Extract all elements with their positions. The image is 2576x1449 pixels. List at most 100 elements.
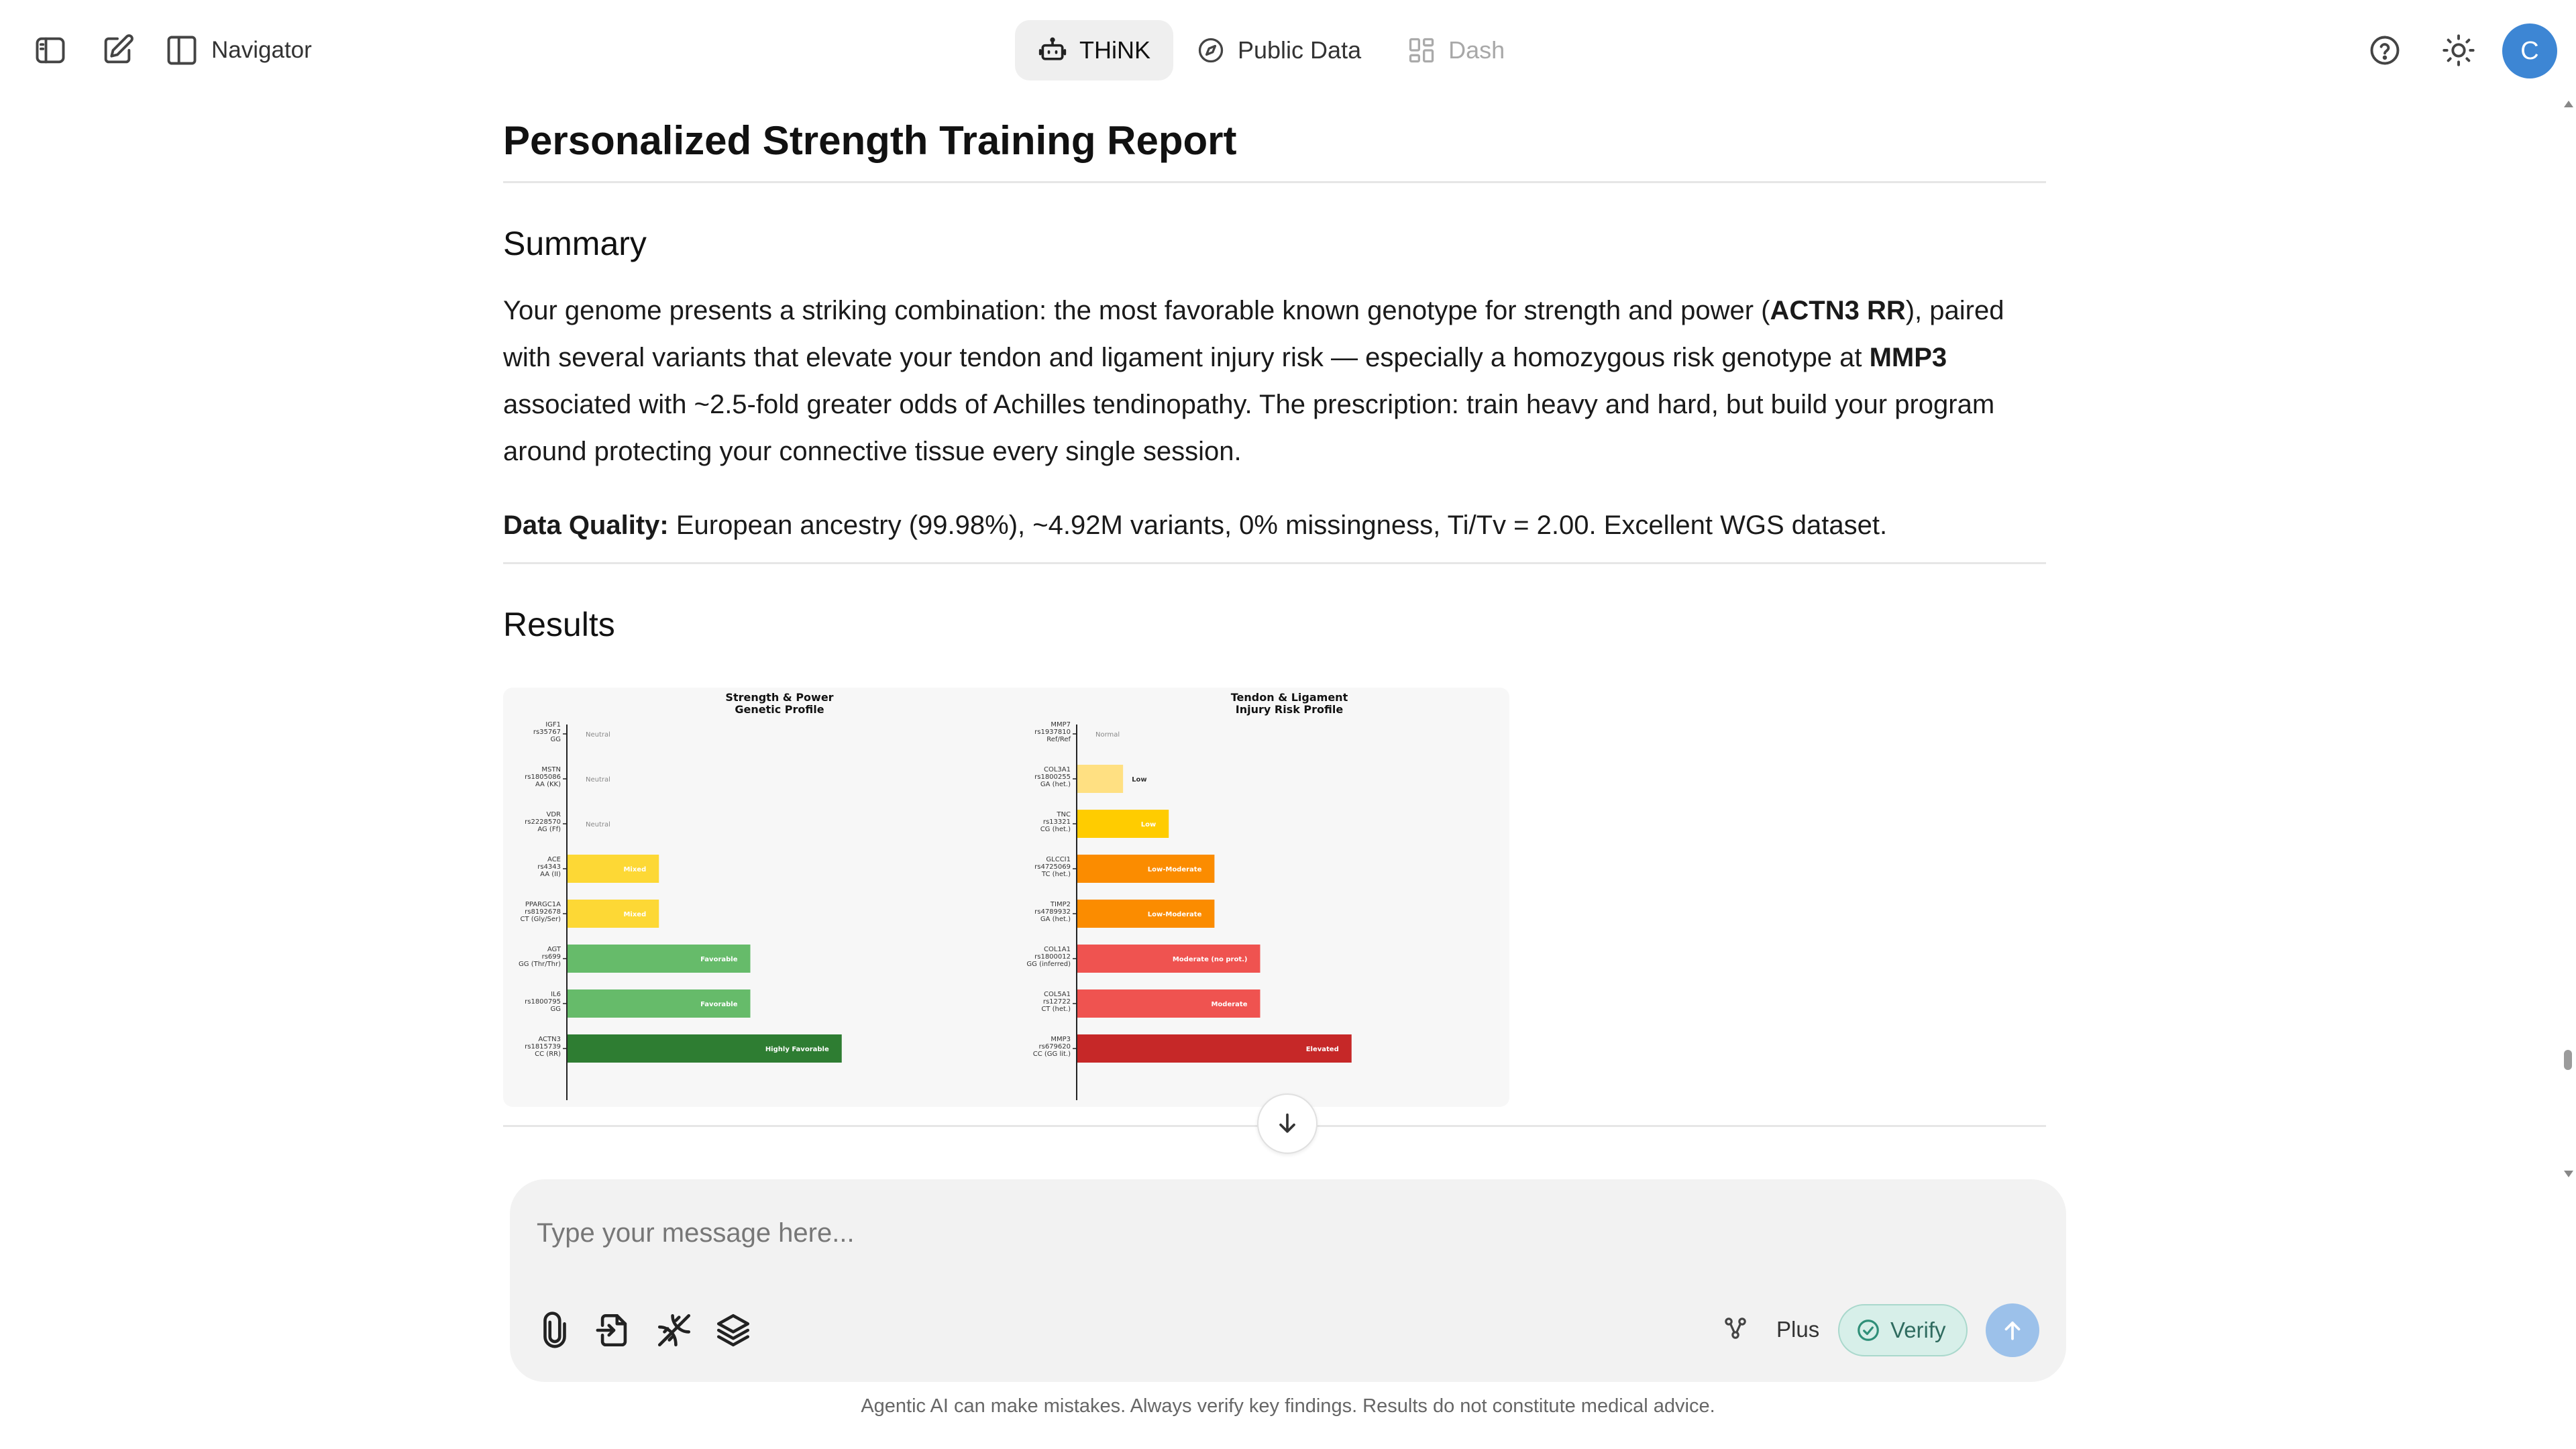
- chart1-y-tick-label: ACE: [547, 856, 561, 863]
- ai-disclaimer: Agentic AI can make mistakes. Always ver…: [861, 1395, 1715, 1417]
- chart2-y-tick-label: Ref/Ref: [1046, 736, 1071, 743]
- chart1-bar: [568, 1034, 842, 1063]
- chart2-title-line: Injury Risk Profile: [1236, 703, 1344, 716]
- chart2-y-tick-label: GA (het.): [1040, 916, 1071, 923]
- chart1-y-tick-label: VDR: [547, 811, 561, 818]
- chart2-y-tick-label: CC (GG lit.): [1033, 1051, 1071, 1058]
- chart2-y-tick-label: rs679620: [1039, 1043, 1071, 1051]
- robot-icon: [1038, 37, 1067, 60]
- scrollbar-thumb[interactable]: [2564, 1050, 2572, 1070]
- chart2-bar: [1077, 810, 1169, 838]
- chart2-data-label: Moderate: [1211, 1001, 1247, 1008]
- chart2-data-label: Low: [1141, 821, 1156, 828]
- chart2-y-tick-label: TC (het.): [1041, 871, 1071, 878]
- tab-public-data[interactable]: Public Data: [1173, 20, 1384, 80]
- scroll-to-bottom-button[interactable]: [1257, 1093, 1318, 1154]
- import-file-icon[interactable]: [590, 1307, 637, 1354]
- tab-dash[interactable]: Dash: [1384, 20, 1527, 80]
- chart2-bar: [1077, 989, 1260, 1018]
- message-composer: Plus Verify: [510, 1179, 2066, 1382]
- actn3-genotype: ACTN3 RR: [1770, 296, 1906, 325]
- theme-toggle-sun-icon[interactable]: [2438, 30, 2479, 70]
- navigator-button[interactable]: Navigator: [164, 30, 312, 70]
- chart1-data-label: Mixed: [623, 911, 646, 918]
- tab-think[interactable]: THiNK: [1015, 20, 1173, 80]
- chart1-y-tick-label: AGT: [547, 946, 561, 953]
- chart1-y-tick-label: rs4343: [537, 863, 561, 871]
- chart1-y-tick-label: MSTN: [541, 766, 561, 773]
- chart2-bar: [1077, 900, 1215, 928]
- chart2-y-tick-label: TNC: [1056, 811, 1071, 818]
- chart1-y-tick-label: GG: [551, 736, 561, 743]
- verify-toggle[interactable]: Verify: [1838, 1304, 1968, 1356]
- results-figure: Strength & Power Genetic Profile IGF1 rs357…: [503, 688, 1509, 1107]
- chart2-bar: [1077, 765, 1124, 793]
- chart1-y-tick-label: rs1815739: [525, 1043, 561, 1051]
- results-heading: Results: [503, 606, 615, 643]
- tab-public-data-label: Public Data: [1238, 36, 1362, 64]
- chart2-y-tick-label: COL5A1: [1044, 991, 1071, 998]
- chart2-bar: [1077, 855, 1215, 883]
- chart2-data-label: Elevated: [1306, 1046, 1339, 1053]
- help-icon[interactable]: [2365, 30, 2405, 70]
- sidebar-toggle-icon[interactable]: [30, 30, 70, 70]
- scrollbar-up-arrow[interactable]: [2564, 101, 2573, 107]
- chart2-data-label: Low-Moderate: [1148, 866, 1202, 873]
- chart2-data-label: Low: [1132, 776, 1146, 784]
- chart2-y-tick-label: rs13321: [1043, 818, 1071, 826]
- chart2-y-tick-label: CT (het.): [1041, 1006, 1071, 1013]
- chart1-y-tick-label: CT (Gly/Ser): [521, 916, 561, 923]
- chart1-title-line: Strength & Power: [725, 691, 833, 704]
- check-circle-icon: [1858, 1320, 1879, 1341]
- summary-paragraph: Your genome presents a striking combinat…: [503, 296, 2004, 466]
- data-quality-label: Data Quality:: [503, 511, 669, 540]
- chart2-y-tick-label: MMP7: [1051, 721, 1071, 729]
- chart2-bar: [1077, 945, 1260, 973]
- attach-paperclip-icon[interactable]: [531, 1307, 578, 1354]
- arrow-down-icon: [1279, 1113, 1295, 1133]
- data-quality-text: European ancestry (99.98%), ~4.92M varia…: [668, 511, 1888, 540]
- plus-mode-label[interactable]: Plus: [1776, 1317, 1820, 1342]
- chart1-y-tick-label: rs699: [542, 953, 561, 961]
- arrow-up-icon: [2004, 1322, 2021, 1340]
- dna-helix-icon[interactable]: [651, 1307, 698, 1354]
- chart2-y-tick-label: TIMP2: [1050, 901, 1071, 908]
- chart1-data-label: Neutral: [586, 821, 610, 828]
- chart1-y-tick-label: rs1805086: [525, 773, 561, 781]
- chart1-y-tick-label: AG (Ff): [537, 826, 561, 833]
- chart2-title-line: Tendon & Ligament: [1231, 691, 1348, 704]
- chart2-data-label: Moderate (no prot.): [1173, 956, 1248, 963]
- layers-icon[interactable]: [710, 1307, 757, 1354]
- chart1-bar: [568, 900, 659, 928]
- title-divider: [503, 181, 2046, 183]
- chart1-y-tick-label: GG: [551, 1006, 561, 1013]
- chart1-data-label: Neutral: [586, 731, 610, 739]
- chart2-data-label: Normal: [1095, 731, 1120, 739]
- message-input[interactable]: [537, 1199, 2039, 1267]
- user-avatar[interactable]: C: [2502, 23, 2557, 78]
- chart1-y-tick-label: PPARGC1A: [525, 901, 561, 908]
- chart2-bar: [1077, 1034, 1352, 1063]
- mode-tabs: THiNK Public Data Dash: [1015, 20, 1527, 80]
- chart1-y-tick-label: AA (KK): [535, 781, 561, 788]
- chart1-y-tick-label: IL6: [551, 991, 561, 998]
- scrollbar-down-arrow[interactable]: [2564, 1171, 2573, 1177]
- chart1-y-tick-label: CC (RR): [535, 1051, 561, 1058]
- chart1-bar: [568, 989, 751, 1018]
- tab-think-label: THiNK: [1079, 36, 1150, 64]
- chart2-y-tick-label: COL3A1: [1044, 766, 1071, 773]
- chart2-y-tick-label: MMP3: [1051, 1036, 1071, 1043]
- workflow-nodes-icon[interactable]: [1715, 1308, 1756, 1348]
- summary-heading: Summary: [503, 225, 647, 262]
- panel-icon: [167, 36, 197, 65]
- chart1-data-label: Mixed: [623, 866, 646, 873]
- chart2-y-tick-label: rs1800255: [1034, 773, 1071, 781]
- new-chat-edit-icon[interactable]: [97, 30, 138, 70]
- chart2-y-tick-label: rs1937810: [1034, 729, 1071, 736]
- chart1-y-tick-label: rs1800795: [525, 998, 561, 1006]
- chart1-data-label: Favorable: [700, 956, 738, 963]
- send-button[interactable]: [1986, 1303, 2039, 1357]
- chart2-y-tick-label: GG (inferred): [1026, 961, 1071, 968]
- chart1-data-label: Favorable: [700, 1001, 738, 1008]
